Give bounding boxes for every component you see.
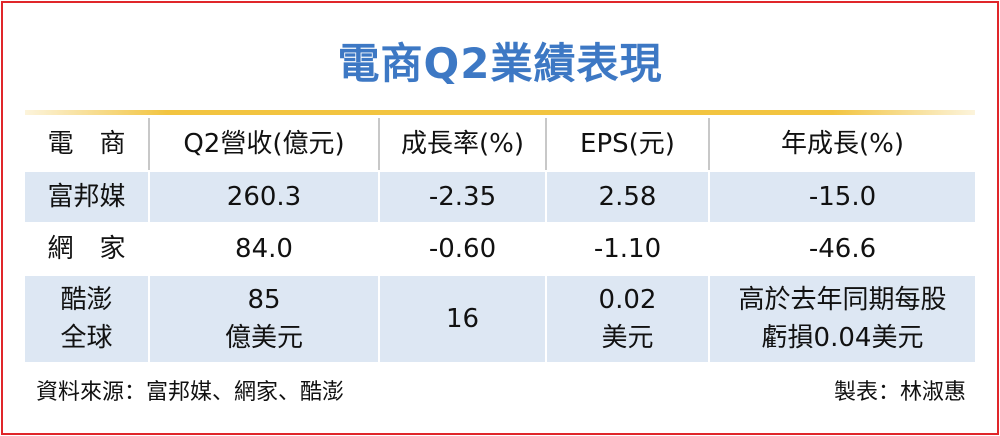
table-row: 網 家 84.0 -0.60 -1.10 -46.6 <box>25 224 975 274</box>
cell-text: 16 <box>445 304 480 334</box>
cell-text: 84.0 <box>235 234 293 264</box>
table-row: 富邦媒 260.3 -2.35 2.58 -15.0 <box>25 172 975 222</box>
cell-text: Q2營收(億元) <box>183 129 345 159</box>
cell-text: -15.0 <box>808 182 877 212</box>
cell: 富邦媒 <box>25 172 148 222</box>
divider <box>25 110 975 115</box>
cell-text: -46.6 <box>808 234 877 264</box>
cell: -0.60 <box>378 224 545 274</box>
header-cell: Q2營收(億元) <box>148 118 378 170</box>
cell: -1.10 <box>545 224 708 274</box>
cell: 85 億美元 <box>148 276 378 362</box>
cell-text: 年成長(%) <box>781 129 904 159</box>
cell: 260.3 <box>148 172 378 222</box>
cell-text: 美元 <box>601 323 654 353</box>
cell-text: 成長率(%) <box>401 129 524 159</box>
table-row: 酷澎全球 85 億美元 16 0.02 美元 高於去年同期每股 虧損0.04美元 <box>25 276 975 362</box>
cell: 2.58 <box>545 172 708 222</box>
header-cell: 年成長(%) <box>708 118 975 170</box>
title: 電商Q2業績表現 <box>337 39 663 88</box>
cell-text: -1.10 <box>593 234 662 264</box>
header-row: 電 商 Q2營收(億元) 成長率(%) EPS(元) 年成長(%) <box>25 118 975 170</box>
header-cell: 電 商 <box>25 118 148 170</box>
cell: -46.6 <box>708 224 975 274</box>
header-cell: 成長率(%) <box>378 118 545 170</box>
cell-text: 高於去年同期每股 <box>738 285 947 315</box>
cell-text: 85 <box>247 285 281 315</box>
cell-text: 0.02 <box>598 285 657 315</box>
cell-text: 電 商 <box>47 129 126 159</box>
cell-text: 億美元 <box>224 323 303 353</box>
cell: -15.0 <box>708 172 975 222</box>
cell: 高於去年同期每股 虧損0.04美元 <box>708 276 975 362</box>
cell-text: 2.58 <box>598 182 657 212</box>
source: 資料來源：富邦媒、網家、酷澎 <box>36 380 345 405</box>
credit: 製表：林淑惠 <box>833 380 966 405</box>
cell-text: 260.3 <box>226 182 302 212</box>
cell: 網 家 <box>25 224 148 274</box>
cell-text: 虧損0.04美元 <box>761 323 924 353</box>
cell-text: -0.60 <box>428 234 497 264</box>
cell-text: 全球 <box>60 323 113 353</box>
header-cell: EPS(元) <box>545 118 708 170</box>
cell: -2.35 <box>378 172 545 222</box>
cell-text: 富邦媒 <box>47 182 126 212</box>
cell-text: -2.35 <box>428 182 497 212</box>
cell: 84.0 <box>148 224 378 274</box>
cell-text: 網 家 <box>47 234 126 264</box>
cell-text: 酷澎 <box>60 285 113 315</box>
cell: 16 <box>378 276 545 362</box>
cell: 酷澎 全球 <box>25 276 148 362</box>
cell: 0.02 美元 <box>545 276 708 362</box>
cell-text: EPS(元) <box>580 129 675 159</box>
